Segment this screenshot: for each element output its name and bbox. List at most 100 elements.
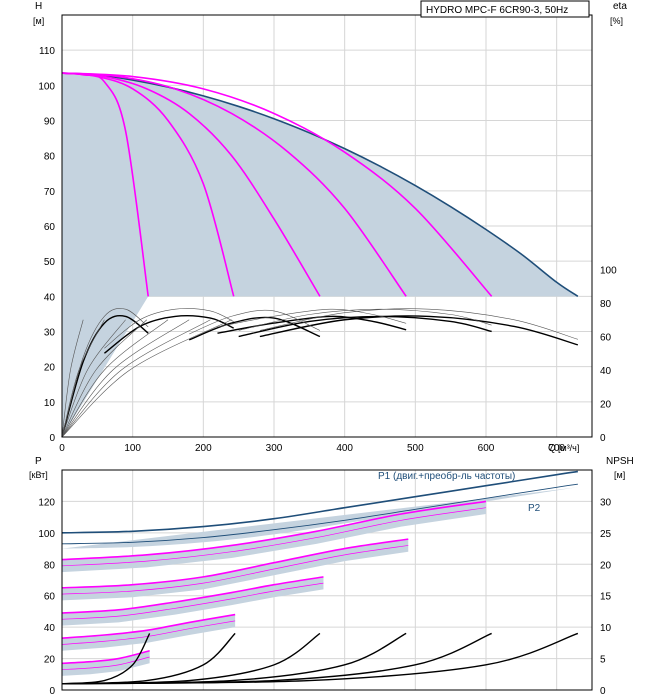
y-tick-label: 20 bbox=[44, 363, 56, 374]
bottom-y2-ticks: 0 5 10 15 20 25 30 bbox=[600, 497, 612, 697]
efficiency-fan-line bbox=[61, 319, 148, 438]
efficiency-curve-thin bbox=[104, 308, 234, 349]
power-band bbox=[62, 539, 409, 601]
efficiency-fan-line bbox=[61, 319, 232, 438]
y2-tick-label: 25 bbox=[600, 529, 612, 540]
y2-tick-label: 10 bbox=[600, 623, 612, 634]
y-tick-label: 80 bbox=[44, 560, 56, 571]
chart-title: HYDRO MPC-F 6CR90-3, 50Hz bbox=[426, 5, 568, 16]
power-speed-curve-thin bbox=[61, 582, 324, 620]
efficiency-curve-thin bbox=[61, 308, 149, 438]
legend-p2: P2 bbox=[528, 503, 541, 514]
y-tick-label: 50 bbox=[44, 257, 56, 268]
efficiency-fan-line bbox=[61, 319, 169, 438]
power-band bbox=[62, 614, 236, 651]
power-speed-curve-thin bbox=[61, 620, 236, 645]
y2-axis-unit-npsh: [м] bbox=[614, 470, 625, 480]
bottom-frame bbox=[61, 469, 593, 691]
y-tick-label: 40 bbox=[44, 623, 56, 634]
efficiency-curve-thin bbox=[189, 309, 321, 335]
y2-tick-label: 5 bbox=[600, 655, 606, 666]
p1-curve bbox=[61, 470, 578, 534]
efficiency-curve-thin bbox=[217, 308, 407, 328]
speed-head-curve bbox=[61, 72, 235, 297]
x-axis-label-q: Q bbox=[548, 443, 556, 454]
bottom-plot-content bbox=[61, 470, 579, 685]
x-tick-label: 0 bbox=[59, 443, 65, 454]
top-y-ticks: 0 10 20 30 40 50 60 70 80 90 100 110 bbox=[38, 46, 55, 444]
y2-tick-label: 0 bbox=[600, 686, 606, 697]
y-tick-label: 10 bbox=[44, 398, 56, 409]
power-speed-curve bbox=[61, 576, 324, 614]
top-plot-content bbox=[61, 72, 579, 438]
y-tick-label: 0 bbox=[49, 686, 55, 697]
y2-tick-label: 100 bbox=[600, 266, 617, 277]
y-tick-label: 40 bbox=[44, 292, 56, 303]
power-band-top bbox=[62, 487, 578, 549]
npsh-curve bbox=[61, 632, 579, 685]
efficiency-fan-line bbox=[61, 319, 84, 438]
efficiency-fan-line bbox=[61, 319, 126, 438]
y2-tick-label: 60 bbox=[600, 333, 612, 344]
y-tick-label: 90 bbox=[44, 117, 56, 128]
x-tick-label: 700 bbox=[548, 443, 565, 454]
operating-area bbox=[62, 73, 578, 438]
efficiency-curve bbox=[259, 315, 579, 346]
legend-p1: P1 (двиг.+преобр-ль частоты) bbox=[378, 470, 515, 482]
y-tick-label: 120 bbox=[38, 497, 55, 508]
y2-tick-label: 30 bbox=[600, 497, 612, 508]
x-tick-label: 100 bbox=[124, 443, 141, 454]
y2-tick-label: 15 bbox=[600, 592, 612, 603]
y-axis-unit-p: [кВт] bbox=[29, 470, 48, 480]
power-speed-curve-thin bbox=[61, 545, 409, 595]
efficiency-curve-thin bbox=[238, 308, 492, 331]
y-tick-label: 80 bbox=[44, 152, 56, 163]
power-speed-curve bbox=[61, 613, 236, 639]
power-speed-curve bbox=[61, 538, 409, 589]
top-x-ticks: 0 100 200 300 400 500 600 700 bbox=[59, 443, 565, 454]
y-tick-label: 100 bbox=[38, 81, 55, 92]
x-tick-label: 600 bbox=[478, 443, 495, 454]
bottom-grid bbox=[61, 470, 592, 691]
y-tick-label: 30 bbox=[44, 328, 56, 339]
x-axis-unit-q: [м³/ч] bbox=[558, 443, 579, 453]
x-tick-label: 200 bbox=[195, 443, 212, 454]
y-axis-unit-h: [м] bbox=[33, 16, 44, 26]
power-speed-curve-thin bbox=[61, 507, 487, 567]
y-axis-label-p: P bbox=[35, 456, 42, 467]
power-speed-curve bbox=[61, 500, 487, 561]
y2-tick-label: 20 bbox=[600, 560, 612, 571]
top-y2-ticks: 0 20 40 60 80 100 bbox=[600, 266, 617, 445]
y2-axis-label-eta: eta bbox=[613, 1, 627, 12]
efficiency-curve bbox=[188, 316, 321, 341]
power-band bbox=[62, 576, 324, 626]
p2-curve bbox=[61, 483, 578, 545]
x-tick-label: 500 bbox=[407, 443, 424, 454]
bottom-y-ticks: 0 20 40 60 80 100 120 bbox=[38, 497, 55, 697]
efficiency-curve-thin bbox=[259, 308, 578, 340]
y2-axis-label-npsh: NPSH bbox=[606, 456, 634, 467]
power-speed-curve bbox=[61, 649, 150, 665]
y2-tick-label: 80 bbox=[600, 299, 612, 310]
y2-tick-label: 20 bbox=[600, 400, 612, 411]
y-tick-label: 0 bbox=[49, 433, 55, 444]
speed-head-curve bbox=[61, 72, 321, 297]
x-tick-label: 400 bbox=[336, 443, 353, 454]
y-tick-label: 60 bbox=[44, 592, 56, 603]
y2-tick-label: 0 bbox=[600, 433, 606, 444]
y-tick-label: 100 bbox=[38, 529, 55, 540]
speed-head-curve bbox=[61, 72, 407, 297]
efficiency-fan-line bbox=[61, 319, 105, 438]
efficiency-fan-line bbox=[61, 319, 211, 438]
y2-tick-label: 40 bbox=[600, 366, 612, 377]
y-tick-label: 110 bbox=[39, 46, 55, 57]
title-box bbox=[420, 0, 590, 18]
y2-axis-unit-eta: [%] bbox=[610, 16, 623, 26]
power-band bbox=[62, 501, 486, 573]
bottom-plot-area bbox=[62, 470, 592, 690]
x-tick-label: 300 bbox=[266, 443, 283, 454]
efficiency-fan-line bbox=[61, 319, 190, 438]
y-axis-label-h: H bbox=[35, 1, 42, 12]
top-frame bbox=[61, 14, 593, 438]
